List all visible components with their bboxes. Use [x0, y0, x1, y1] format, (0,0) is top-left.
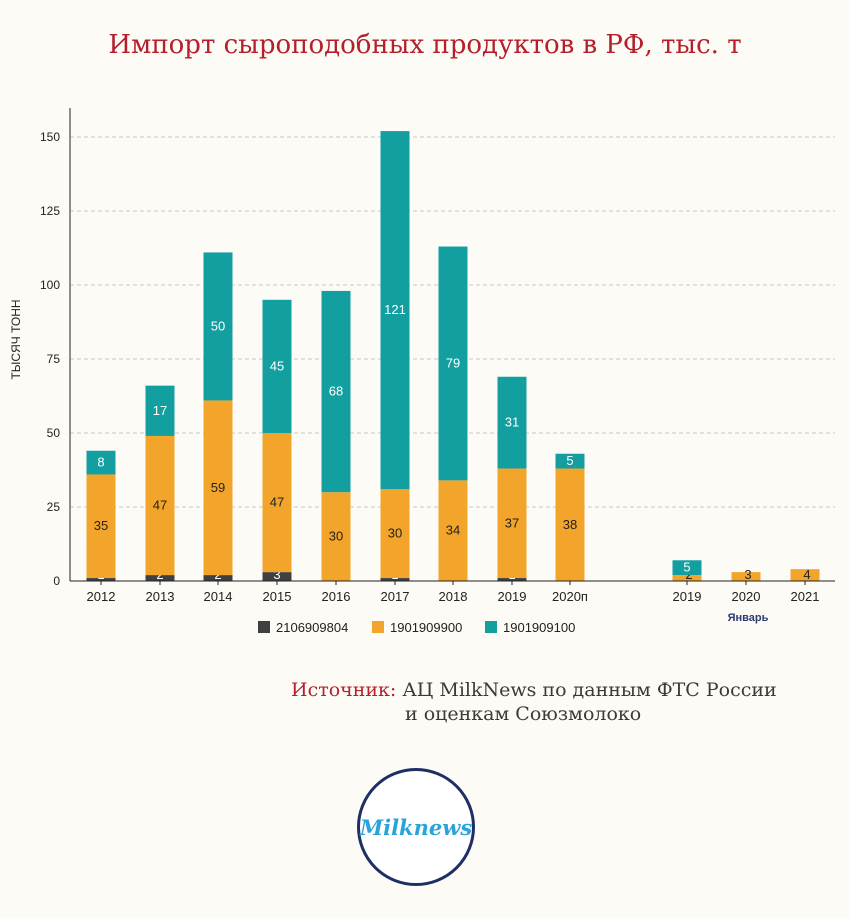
- data-label: 3: [744, 567, 751, 582]
- data-label: 30: [329, 529, 343, 544]
- bar-1901909100[interactable]: [86, 450, 116, 475]
- bar-1901909900[interactable]: [790, 569, 820, 581]
- bar-2106909804[interactable]: [262, 572, 292, 581]
- y-tick-label: 125: [40, 204, 60, 218]
- bar-1901909100[interactable]: [203, 252, 233, 401]
- legend-swatch-1901909900: [372, 621, 384, 633]
- legend-swatch-2106909804: [258, 621, 270, 633]
- x-axis: 2012 2013 2014 2015 2016 2017 2018 2019 2020п 201…: [70, 580, 835, 604]
- source-line-1: АЦ MilkNews по данным ФТС России: [402, 679, 777, 701]
- data-label: 45: [270, 358, 284, 373]
- x-tick-label: 2017: [381, 589, 410, 604]
- bar-1901909100[interactable]: [380, 131, 410, 490]
- bar-1901909900[interactable]: [380, 489, 410, 579]
- bar-1901909900[interactable]: [262, 433, 292, 573]
- bar-1901909100[interactable]: [438, 246, 468, 481]
- x-tick-label: 2021: [791, 589, 820, 604]
- bar-1901909100[interactable]: [145, 385, 175, 436]
- data-label: 47: [153, 498, 167, 513]
- data-label: 79: [446, 355, 460, 370]
- bar-1901909900[interactable]: [555, 468, 585, 581]
- data-label: 34: [446, 523, 460, 538]
- bar-2106909804[interactable]: [86, 578, 116, 581]
- data-label: 5: [566, 453, 573, 468]
- bar-1901909100[interactable]: [672, 560, 702, 576]
- bar-1901909900[interactable]: [203, 400, 233, 576]
- data-label: 50: [211, 318, 225, 333]
- data-label: 47: [270, 495, 284, 510]
- bar-1901909900[interactable]: [438, 480, 468, 581]
- bar-1901909100[interactable]: [321, 290, 351, 493]
- data-label: 5: [683, 560, 690, 575]
- bar-1901909900[interactable]: [497, 468, 527, 579]
- data-label: 30: [388, 526, 402, 541]
- bar-1901909100[interactable]: [497, 376, 527, 469]
- x-tick-label: 2015: [263, 589, 292, 604]
- data-label: 4: [803, 567, 810, 582]
- data-label: 59: [211, 480, 225, 495]
- source-note: Источник: АЦ MilkNews по данным ФТС Росс…: [291, 678, 777, 726]
- logo-text: Milknews: [359, 814, 473, 840]
- gridlines: [70, 136, 835, 508]
- bar-1901909100[interactable]: [262, 299, 292, 433]
- data-label: 35: [94, 518, 108, 533]
- bar-1901909900[interactable]: [672, 575, 702, 581]
- x-tick-label: 2016: [322, 589, 351, 604]
- bar-1901909900[interactable]: [86, 474, 116, 579]
- y-tick-label: 25: [47, 500, 61, 514]
- bar-2106909804[interactable]: [203, 575, 233, 581]
- legend-swatch-1901909100: [485, 621, 497, 633]
- bar-2106909804[interactable]: [380, 578, 410, 581]
- x-tick-label: 2019: [498, 589, 527, 604]
- x-tick-label: 2019: [673, 589, 702, 604]
- y-tick-label: 0: [53, 574, 60, 588]
- bar-1901909900[interactable]: [321, 492, 351, 581]
- x-tick-label: 2013: [146, 589, 175, 604]
- bar-2106909804[interactable]: [145, 575, 175, 581]
- source-label: Источник:: [291, 679, 397, 701]
- y-axis-label: ТЫСЯЧ ТОНН: [9, 299, 23, 379]
- january-group-label: Январь: [728, 612, 769, 624]
- legend-label: 1901909100: [503, 620, 575, 635]
- chart-title: Импорт сыроподобных продуктов в РФ, тыс.…: [108, 30, 742, 60]
- bar-1901909900[interactable]: [731, 572, 761, 581]
- x-tick-label: 2018: [439, 589, 468, 604]
- x-tick-label: 2020: [732, 589, 761, 604]
- data-label: 38: [563, 517, 577, 532]
- bar-1901909100[interactable]: [555, 453, 585, 469]
- data-label: 68: [329, 384, 343, 399]
- legend: 2106909804 1901909900 1901909100: [258, 620, 575, 635]
- y-axis: 0 25 50 75 100 125 150: [40, 108, 71, 588]
- data-label: 3: [273, 567, 280, 582]
- y-tick-label: 50: [47, 426, 61, 440]
- y-tick-label: 100: [40, 278, 60, 292]
- data-label: 17: [153, 403, 167, 418]
- x-tick-label: 2012: [87, 589, 116, 604]
- x-tick-label: 2020п: [552, 589, 588, 604]
- data-label: 31: [505, 415, 519, 430]
- y-tick-label: 75: [47, 352, 61, 366]
- data-label: 37: [505, 515, 519, 530]
- data-label: 121: [384, 302, 406, 317]
- x-tick-label: 2014: [204, 589, 233, 604]
- legend-label: 2106909804: [276, 620, 348, 635]
- milknews-logo[interactable]: Milknews: [357, 768, 475, 886]
- y-tick-label: 150: [40, 130, 60, 144]
- data-label: 8: [97, 455, 104, 470]
- legend-label: 1901909900: [390, 620, 462, 635]
- source-line-2: и оценкам Союзмолоко: [405, 703, 642, 725]
- bar-2106909804[interactable]: [497, 578, 527, 581]
- bar-1901909900[interactable]: [145, 435, 175, 576]
- bars: 1358247172595034745306813012134791373138…: [86, 131, 820, 582]
